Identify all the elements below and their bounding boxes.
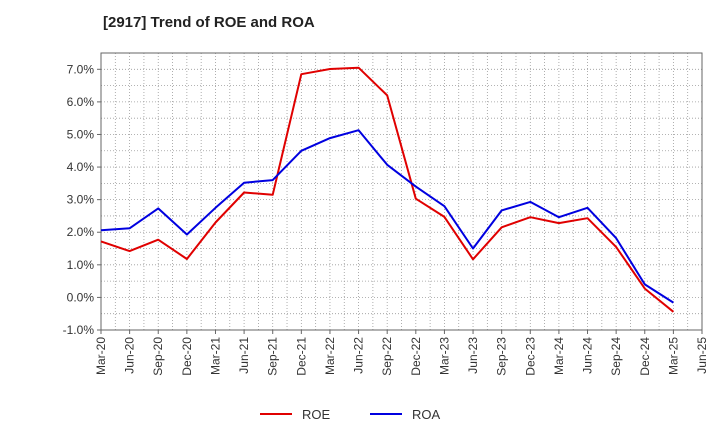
x-tick-label: Jun-24 (581, 337, 595, 374)
y-tick-label: 5.0% (67, 127, 95, 141)
y-tick-label: 6.0% (67, 95, 95, 109)
x-tick-label: Jun-21 (237, 337, 251, 374)
legend: ROE ROA (260, 407, 441, 422)
x-tick-label: Mar-21 (208, 337, 222, 375)
grid-lines (100, 52, 703, 331)
series-line-roe (100, 66, 675, 313)
x-tick-label: Dec-20 (180, 337, 194, 376)
plot-area (100, 52, 703, 331)
x-tick-label: Jun-22 (352, 337, 366, 374)
x-tick-label: Mar-23 (437, 337, 451, 375)
y-tick-label: 4.0% (67, 160, 95, 174)
x-tick-label: Jun-23 (466, 337, 480, 374)
y-axis-ticks: -1.0% 0.0% 1.0% 2.0% 3.0% 4.0% 5.0% 6.0% 7.0% (63, 62, 101, 337)
x-tick-label: Sep-23 (495, 337, 509, 376)
series-lines (100, 66, 675, 313)
legend-label-roe: ROE (302, 407, 331, 422)
x-tick-label: Dec-23 (523, 337, 537, 376)
x-axis-ticks: Mar-20 Jun-20 Sep-20 Dec-20 Mar-21 Jun-21 Sep-… (94, 330, 709, 376)
x-tick-label: Jun-25 (695, 337, 709, 374)
x-tick-label: Jun-20 (123, 337, 137, 374)
y-tick-label: 3.0% (67, 193, 95, 207)
x-tick-label: Sep-20 (151, 337, 165, 376)
x-tick-label: Mar-20 (94, 337, 108, 375)
x-tick-label: Sep-22 (380, 337, 394, 376)
x-tick-label: Dec-22 (409, 337, 423, 376)
y-tick-label: 2.0% (67, 225, 95, 239)
x-tick-label: Mar-22 (323, 337, 337, 375)
x-tick-label: Dec-21 (294, 337, 308, 376)
chart-title: [2917] Trend of ROE and ROA (103, 14, 315, 31)
x-tick-label: Sep-24 (609, 337, 623, 376)
x-tick-label: Dec-24 (638, 337, 652, 376)
series-line-roa (100, 129, 674, 304)
legend-label-roa: ROA (412, 407, 441, 422)
y-tick-label: 0.0% (67, 290, 95, 304)
x-tick-label: Mar-25 (666, 337, 680, 375)
y-tick-label: 1.0% (67, 258, 95, 272)
y-tick-label: 7.0% (67, 62, 95, 76)
x-tick-label: Mar-24 (552, 337, 566, 375)
y-tick-label: -1.0% (63, 323, 95, 337)
x-tick-label: Sep-21 (266, 337, 280, 376)
